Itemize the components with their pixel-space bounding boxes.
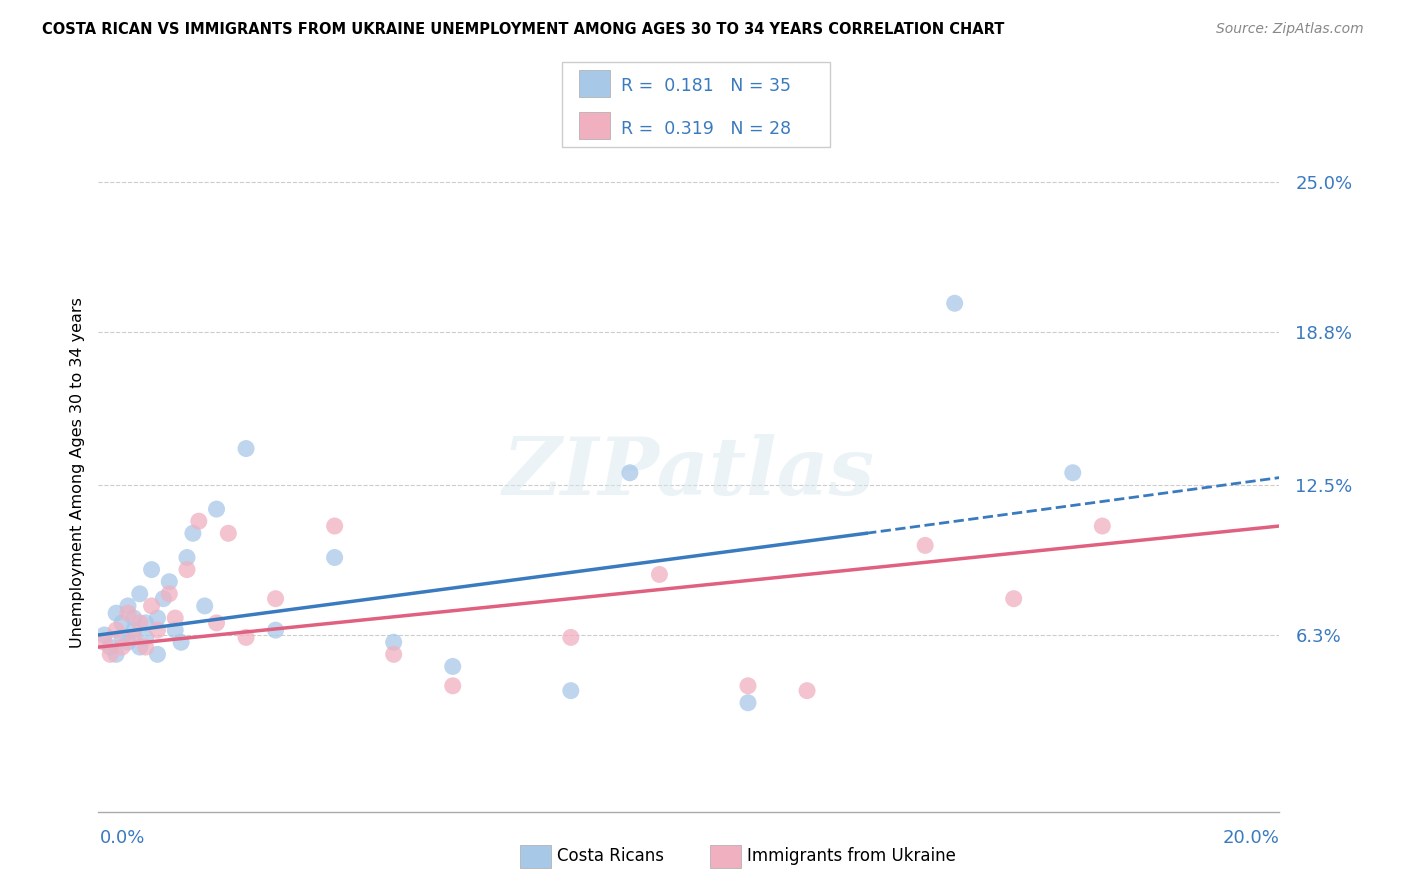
Text: Costa Ricans: Costa Ricans — [557, 847, 664, 865]
Point — [176, 563, 198, 577]
Point — [648, 567, 671, 582]
Point — [205, 615, 228, 630]
Text: R =  0.319   N = 28: R = 0.319 N = 28 — [621, 120, 792, 137]
Point — [441, 659, 464, 673]
Point — [1002, 591, 1025, 606]
Point — [146, 623, 169, 637]
Y-axis label: Unemployment Among Ages 30 to 34 years: Unemployment Among Ages 30 to 34 years — [69, 297, 84, 648]
Point — [128, 640, 150, 654]
Point — [141, 563, 163, 577]
Point — [135, 640, 157, 654]
Point — [128, 615, 150, 630]
Point — [122, 623, 145, 637]
Text: 0.0%: 0.0% — [100, 829, 145, 847]
Point — [235, 442, 257, 456]
Point — [1062, 466, 1084, 480]
Point — [264, 623, 287, 637]
Point — [187, 514, 209, 528]
Text: 20.0%: 20.0% — [1223, 829, 1279, 847]
Point — [382, 648, 405, 662]
Point — [737, 679, 759, 693]
Point — [152, 591, 174, 606]
Point — [146, 611, 169, 625]
Point — [117, 635, 139, 649]
Point — [181, 526, 204, 541]
Text: Immigrants from Ukraine: Immigrants from Ukraine — [747, 847, 956, 865]
Point — [117, 599, 139, 613]
Point — [441, 679, 464, 693]
Point — [560, 631, 582, 645]
Point — [141, 599, 163, 613]
Point — [943, 296, 966, 310]
Point — [560, 683, 582, 698]
Point — [170, 635, 193, 649]
Point — [146, 648, 169, 662]
Point — [382, 635, 405, 649]
Point — [105, 623, 128, 637]
Point — [135, 615, 157, 630]
Point — [796, 683, 818, 698]
Point — [737, 696, 759, 710]
Point — [914, 538, 936, 552]
Point — [217, 526, 239, 541]
Point — [323, 519, 346, 533]
Point — [157, 574, 180, 589]
Point — [165, 611, 187, 625]
Point — [235, 631, 257, 645]
Point — [93, 628, 115, 642]
Point — [98, 648, 121, 662]
Point — [122, 631, 145, 645]
Point — [105, 606, 128, 620]
Point — [105, 648, 128, 662]
Point — [264, 591, 287, 606]
Point — [117, 606, 139, 620]
Text: ZIPatlas: ZIPatlas — [503, 434, 875, 511]
Point — [619, 466, 641, 480]
Point — [111, 640, 134, 654]
Point — [93, 635, 115, 649]
Point — [194, 599, 217, 613]
Point — [111, 615, 134, 630]
Point — [176, 550, 198, 565]
Point — [323, 550, 346, 565]
Point — [205, 502, 228, 516]
Point — [128, 587, 150, 601]
Text: R =  0.181   N = 35: R = 0.181 N = 35 — [621, 78, 792, 95]
Point — [122, 611, 145, 625]
Point — [165, 623, 187, 637]
Text: COSTA RICAN VS IMMIGRANTS FROM UKRAINE UNEMPLOYMENT AMONG AGES 30 TO 34 YEARS CO: COSTA RICAN VS IMMIGRANTS FROM UKRAINE U… — [42, 22, 1004, 37]
Point — [157, 587, 180, 601]
Point — [1091, 519, 1114, 533]
Point — [98, 640, 121, 654]
Point — [111, 631, 134, 645]
Text: Source: ZipAtlas.com: Source: ZipAtlas.com — [1216, 22, 1364, 37]
Point — [135, 631, 157, 645]
